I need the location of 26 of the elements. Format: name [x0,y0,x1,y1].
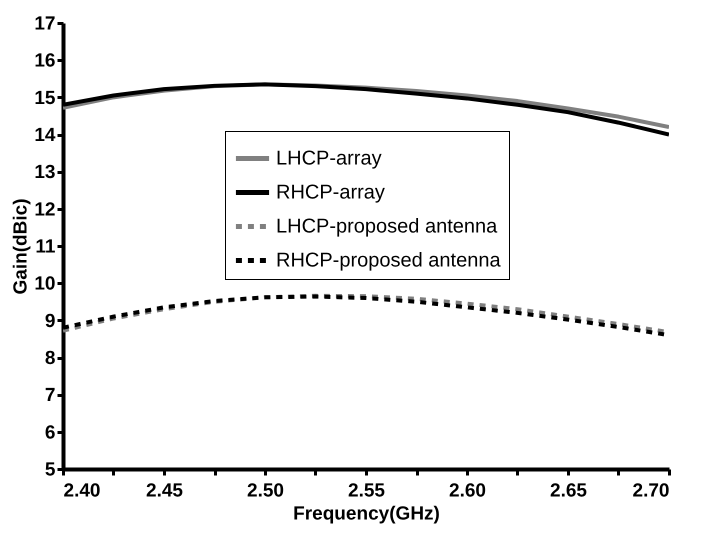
x-tick-label: 2.50 [247,480,284,502]
x-tick-label: 2.45 [146,480,184,502]
x-tick-label: 2.60 [449,480,486,502]
x-tick-label: 2.70 [632,480,670,502]
y-tick-label: 12 [34,199,56,220]
x-axis-title: Frequency(GHz) [293,504,440,524]
y-tick-label: 8 [44,348,56,369]
x-tick-label: 2.65 [550,480,588,502]
y-tick-label: 6 [44,422,56,444]
y-tick-label: 10 [34,274,56,295]
legend-label: RHCP-array [276,182,385,204]
y-axis-title: Gain(dBic) [10,198,32,295]
y-tick-label: 7 [44,385,56,406]
legend-label: LHCP-proposed antenna [276,216,498,238]
y-tick-label: 9 [44,310,56,332]
y-tick-label: 14 [34,125,56,146]
y-tick-label: 5 [44,460,56,480]
x-tick-label: 2.40 [64,480,100,502]
y-tick-label: 15 [34,88,56,109]
y-tick-label: 11 [35,236,56,258]
legend-label: LHCP-array [276,148,382,170]
y-tick-label: 16 [34,50,56,72]
y-tick-label: 17 [34,14,56,34]
legend-label: RHCP-proposed antenna [276,250,502,272]
y-tick-label: 13 [34,162,56,184]
x-tick-label: 2.55 [348,480,386,502]
